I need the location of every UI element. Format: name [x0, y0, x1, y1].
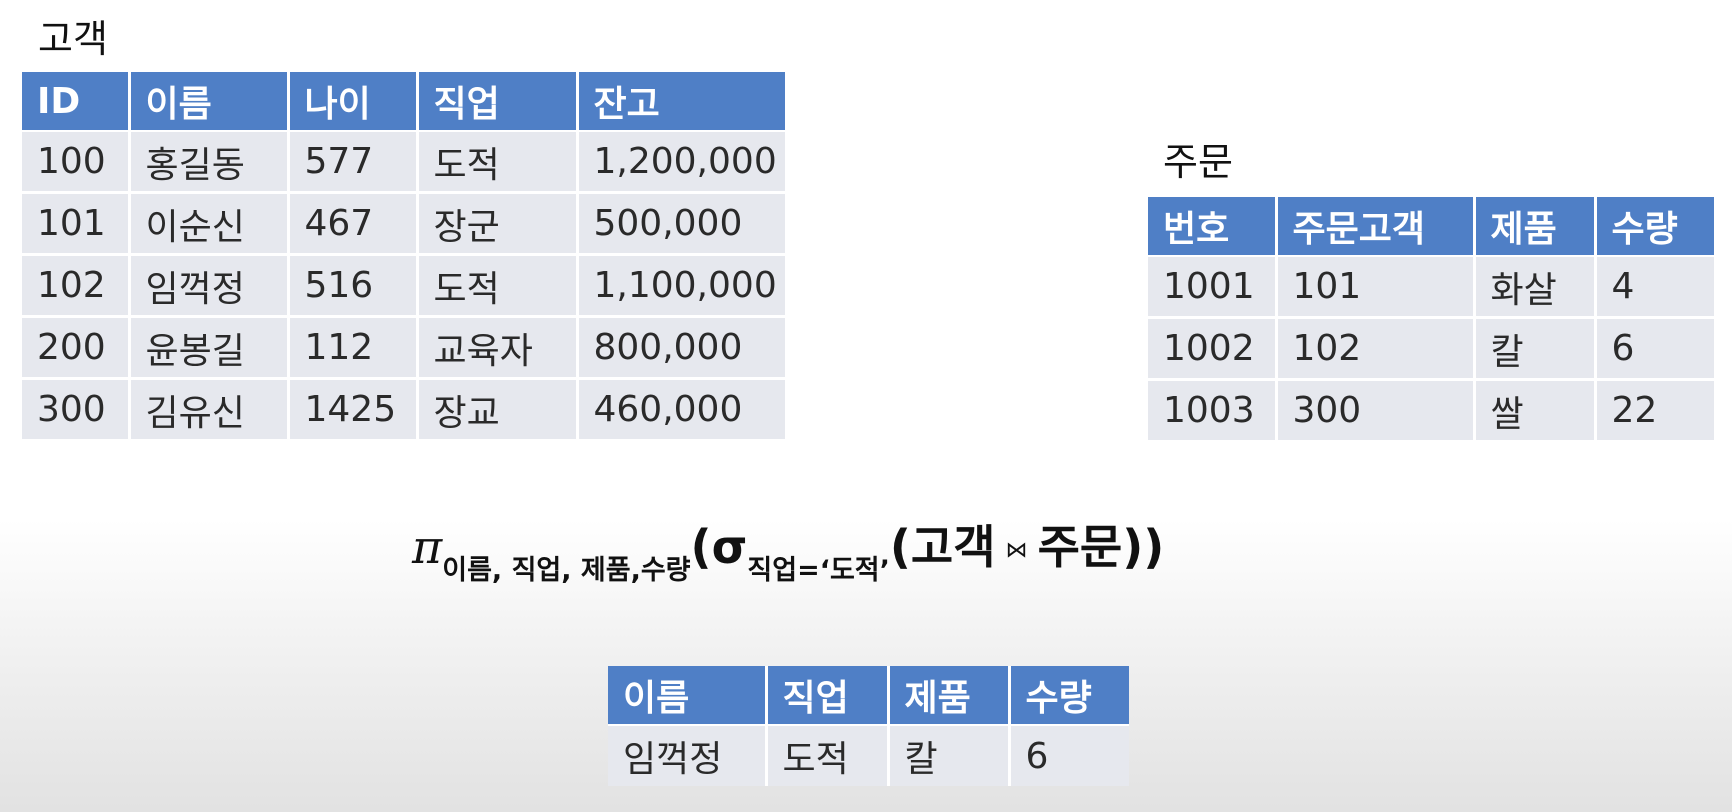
cell-order-customer: 102 [1276, 317, 1476, 381]
column-header-order-no: 번호 [1148, 197, 1278, 257]
right-relation-name: 주문 [1037, 520, 1123, 574]
column-header-name: 이름 [129, 72, 290, 132]
open-paren-inner: ( [889, 520, 911, 574]
cell-age: 577 [288, 131, 419, 194]
column-header-quantity: 수량 [1595, 197, 1714, 257]
column-header-product: 제품 [888, 666, 1011, 726]
table-row: 1001 101 화살 4 [1148, 256, 1714, 319]
cell-quantity: 6 [1595, 317, 1714, 381]
table-row: 1003 300 쌀 22 [1148, 379, 1714, 440]
close-parens: )) [1122, 520, 1165, 574]
cell-name: 김유신 [129, 378, 290, 439]
cell-id: 100 [22, 131, 131, 194]
cell-balance: 1,100,000 [577, 254, 785, 318]
result-table: 이름 직업 제품 수량 임꺽정 도적 칼 6 [608, 666, 1129, 786]
column-header-name: 이름 [608, 666, 768, 726]
cell-balance: 800,000 [577, 316, 785, 380]
cell-age: 112 [288, 316, 419, 380]
left-relation-name: 고객 [910, 520, 996, 574]
cell-product: 칼 [888, 725, 1011, 786]
cell-balance: 500,000 [577, 192, 785, 256]
cell-name: 임꺽정 [129, 254, 290, 318]
cell-age: 467 [288, 192, 419, 256]
column-header-order-customer: 주문고객 [1276, 197, 1476, 257]
cell-name: 홍길동 [129, 131, 290, 194]
cell-balance: 1,200,000 [577, 131, 785, 194]
cell-quantity: 22 [1595, 379, 1714, 440]
cell-order-customer: 300 [1276, 379, 1476, 440]
table-row: 1002 102 칼 6 [1148, 317, 1714, 381]
column-header-id: ID [22, 72, 131, 132]
column-header-job: 직업 [766, 666, 890, 726]
cell-product: 화살 [1474, 256, 1597, 319]
cell-order-no: 1002 [1148, 317, 1278, 381]
cell-name: 임꺽정 [608, 725, 768, 786]
table-row: 300 김유신 1425 장교 460,000 [22, 378, 785, 439]
table-row: 101 이순신 467 장군 500,000 [22, 192, 785, 256]
cell-job: 장군 [417, 192, 579, 256]
column-header-job: 직업 [417, 72, 579, 132]
cell-age: 516 [288, 254, 419, 318]
relational-algebra-expression: π이름, 직업, 제품,수량(σ직업=‘도적’(고객 ⋈ 주문)) [412, 524, 1352, 604]
projection-attributes: 이름, 직업, 제품,수량 [442, 555, 691, 586]
table-header-row: ID 이름 나이 직업 잔고 [22, 72, 785, 132]
cell-age: 1425 [288, 378, 419, 439]
cell-job: 도적 [417, 131, 579, 194]
cell-order-customer: 101 [1276, 256, 1476, 319]
cell-order-no: 1001 [1148, 256, 1278, 319]
column-header-balance: 잔고 [577, 72, 785, 132]
cell-job: 도적 [766, 725, 890, 786]
cell-job: 교육자 [417, 316, 579, 380]
cell-id: 200 [22, 316, 131, 380]
cell-product: 칼 [1474, 317, 1597, 381]
cell-id: 101 [22, 192, 131, 256]
table-header-row: 이름 직업 제품 수량 [608, 666, 1129, 726]
table-row: 200 윤봉길 112 교육자 800,000 [22, 316, 785, 380]
table-row: 102 임꺽정 516 도적 1,100,000 [22, 254, 785, 318]
cell-id: 300 [22, 378, 131, 439]
open-paren-outer: ( [690, 520, 712, 574]
cell-id: 102 [22, 254, 131, 318]
cell-quantity: 6 [1009, 725, 1129, 786]
order-table-caption: 주문 [1163, 140, 1233, 184]
cell-job: 도적 [417, 254, 579, 318]
cell-quantity: 4 [1595, 256, 1714, 319]
column-header-product: 제품 [1474, 197, 1597, 257]
customer-table: ID 이름 나이 직업 잔고 100 홍길동 577 도적 1,200,000 … [22, 72, 785, 439]
cell-product: 쌀 [1474, 379, 1597, 440]
selection-condition: 직업=‘도적’ [747, 555, 890, 586]
column-header-age: 나이 [288, 72, 419, 132]
customer-table-caption: 고객 [38, 17, 108, 61]
selection-symbol: σ [711, 520, 748, 574]
table-row: 100 홍길동 577 도적 1,200,000 [22, 131, 785, 194]
column-header-quantity: 수량 [1009, 666, 1129, 726]
table-row: 임꺽정 도적 칼 6 [608, 725, 1129, 786]
order-table: 번호 주문고객 제품 수량 1001 101 화살 4 1002 102 칼 6… [1148, 197, 1714, 440]
table-header-row: 번호 주문고객 제품 수량 [1148, 197, 1714, 257]
cell-job: 장교 [417, 378, 579, 439]
cell-name: 이순신 [129, 192, 290, 256]
cell-name: 윤봉길 [129, 316, 290, 380]
cell-balance: 460,000 [577, 378, 785, 439]
projection-symbol: π [412, 520, 443, 574]
natural-join-symbol: ⋈ [1005, 538, 1028, 563]
cell-order-no: 1003 [1148, 379, 1278, 440]
